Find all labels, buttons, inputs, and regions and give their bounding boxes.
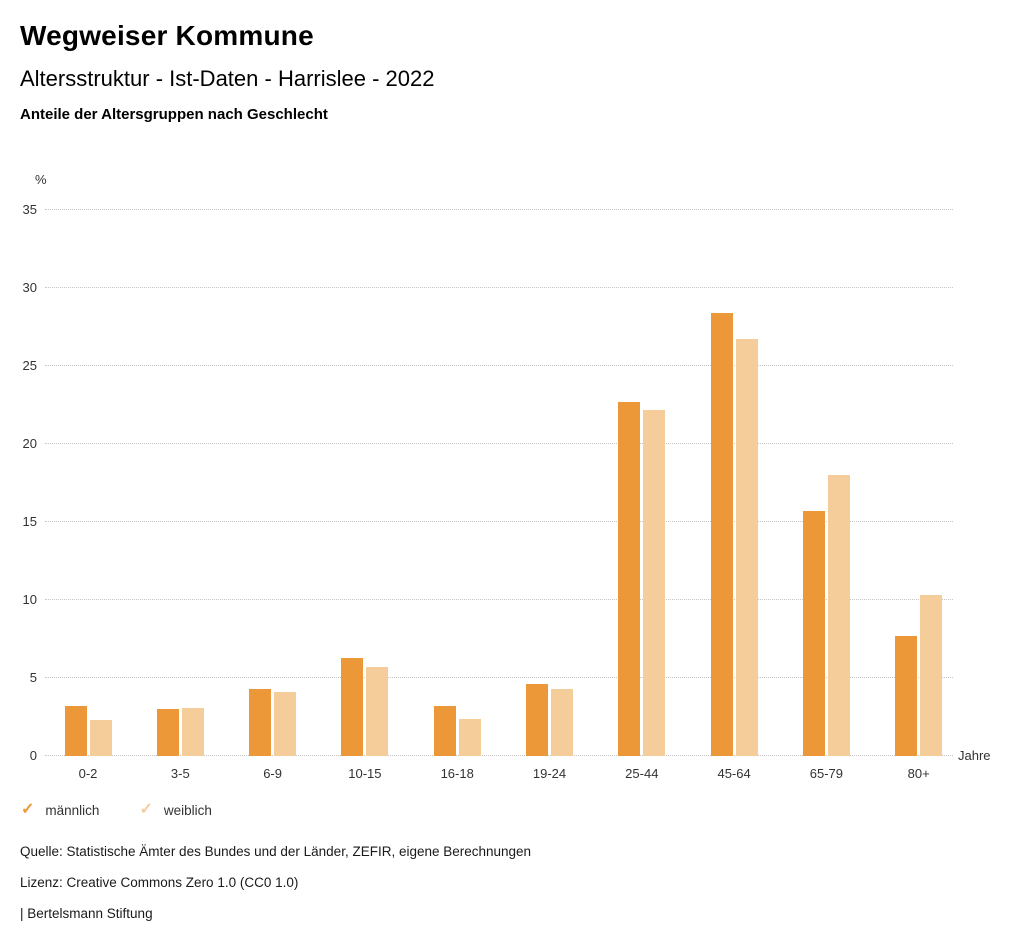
bar-group-45-64 — [710, 210, 758, 756]
x-axis-unit-label: Jahre — [958, 748, 991, 763]
bar-group-16-18 — [433, 210, 481, 756]
x-tick-label-19-24: 19-24 — [532, 766, 567, 781]
plot-area: % Jahre 0 5 10 15 20 25 30 35 0-2 3-5 6-9 10-15 16-1… — [23, 172, 991, 781]
bar-weiblich-80-[interactable] — [920, 595, 943, 756]
bar-weiblich-65-79[interactable] — [827, 475, 850, 756]
bar-weiblich-16-18[interactable] — [458, 718, 481, 756]
gridline-5 — [45, 677, 953, 678]
x-tick-label-0-2: 0-2 — [78, 766, 98, 781]
y-tick-label-10: 10 — [22, 592, 37, 607]
bar-weiblich-3-5[interactable] — [181, 707, 204, 756]
gridline-0 — [45, 755, 953, 756]
chart-legend: ✓ männlich ✓ weiblich — [21, 802, 212, 818]
bar-maennlich-10-15[interactable] — [341, 657, 364, 756]
bar-maennlich-25-44[interactable] — [618, 401, 641, 756]
legend-item-maennlich[interactable]: ✓ männlich — [21, 802, 99, 818]
bar-weiblich-0-2[interactable] — [89, 720, 112, 756]
y-tick-label-25: 25 — [22, 358, 37, 373]
x-tick-label-80-: 80+ — [907, 766, 930, 781]
bar-weiblich-45-64[interactable] — [735, 339, 758, 756]
page-subtitle: Altersstruktur - Ist-Daten - Harrislee -… — [20, 66, 435, 91]
x-tick-label-16-18: 16-18 — [440, 766, 474, 781]
gridline-35 — [45, 209, 953, 210]
bar-maennlich-80-[interactable] — [895, 635, 918, 756]
y-tick-label-5: 5 — [29, 670, 37, 685]
check-icon: ✓ — [139, 801, 153, 818]
gridline-25 — [45, 365, 953, 366]
y-tick-label-30: 30 — [22, 280, 37, 295]
bar-maennlich-3-5[interactable] — [156, 709, 179, 756]
bar-group-80- — [895, 210, 943, 756]
x-tick-label-10-15: 10-15 — [348, 766, 382, 781]
license-text: Lizenz: Creative Commons Zero 1.0 (CC0 1… — [20, 875, 299, 890]
chart-caption: Anteile der Altersgruppen nach Geschlech… — [20, 106, 328, 123]
attribution-text: | Bertelsmann Stiftung — [20, 906, 153, 921]
y-tick-label-35: 35 — [22, 202, 37, 217]
x-tick-label-6-9: 6-9 — [263, 766, 282, 781]
x-tick-label-25-44: 25-44 — [625, 766, 659, 781]
bar-group-65-79 — [802, 210, 850, 756]
bar-maennlich-16-18[interactable] — [433, 706, 456, 756]
legend-label: männlich — [45, 802, 100, 818]
bar-group-3-5 — [156, 210, 204, 756]
bar-maennlich-6-9[interactable] — [249, 688, 272, 756]
legend-label: weiblich — [163, 802, 212, 818]
bar-maennlich-0-2[interactable] — [64, 706, 87, 756]
gridline-30 — [45, 287, 953, 288]
y-tick-label-20: 20 — [22, 436, 37, 451]
bar-weiblich-10-15[interactable] — [366, 667, 389, 756]
gridline-10 — [45, 599, 953, 600]
x-tick-label-3-5: 3-5 — [170, 766, 190, 781]
y-tick-label-0: 0 — [29, 748, 37, 763]
page-title: Wegweiser Kommune — [20, 20, 314, 51]
gridline-15 — [45, 521, 953, 522]
bar-maennlich-65-79[interactable] — [802, 511, 825, 756]
y-axis-unit-label: % — [35, 172, 47, 187]
legend-item-weiblich[interactable]: ✓ weiblich — [139, 802, 211, 818]
x-tick-label-65-79: 65-79 — [809, 766, 844, 781]
y-tick-label-15: 15 — [22, 514, 37, 529]
bar-group-25-44 — [618, 210, 666, 756]
bar-group-6-9 — [249, 210, 297, 756]
bar-weiblich-6-9[interactable] — [274, 692, 297, 756]
check-icon: ✓ — [21, 801, 35, 818]
bar-maennlich-19-24[interactable] — [526, 684, 548, 756]
bar-group-19-24 — [526, 210, 573, 756]
bar-weiblich-25-44[interactable] — [643, 409, 666, 756]
x-tick-label-45-64: 45-64 — [717, 766, 751, 781]
bar-group-0-2 — [64, 210, 112, 756]
bar-weiblich-19-24[interactable] — [551, 688, 573, 756]
gridline-20 — [45, 443, 953, 444]
bar-group-10-15 — [341, 210, 389, 756]
bar-maennlich-45-64[interactable] — [710, 312, 733, 756]
source-text: Quelle: Statistische Ämter des Bundes un… — [20, 844, 532, 859]
